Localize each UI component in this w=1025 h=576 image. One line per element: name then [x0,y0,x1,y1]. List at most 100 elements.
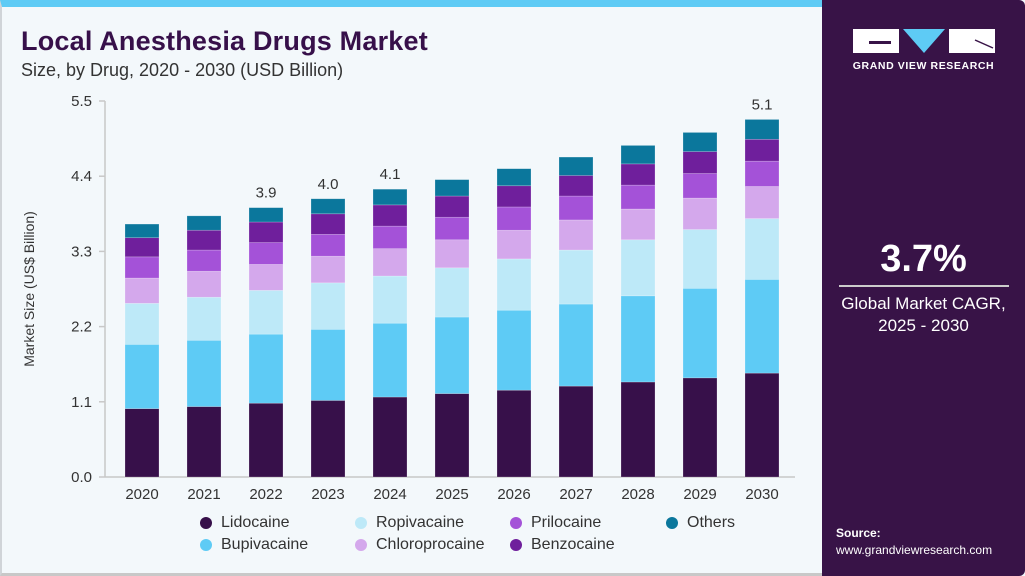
legend-label: Prilocaine [531,514,602,531]
x-tick-label: 2023 [311,486,344,503]
x-tick-label: 2030 [745,486,778,503]
bar-segment-others-2021 [186,215,222,231]
source-label: Source: [836,526,881,540]
data-label-2024: 4.1 [380,166,401,183]
x-tick-label: 2026 [497,486,530,503]
legend-item-benzocaine: Benzocaine [510,536,615,554]
data-label-2022: 3.9 [256,185,277,202]
info-sidebar [822,0,1025,576]
bar-segment-ropivacaine-2024 [372,275,408,324]
bar-segment-others-2022 [248,207,284,223]
legend-label: Bupivacaine [221,536,309,553]
bar-segment-lidocaine-2020 [124,408,160,478]
bar-segment-bupivacaine-2025 [434,316,470,394]
bar-segment-ropivacaine-2027 [558,249,594,305]
bar-segment-ropivacaine-2026 [496,258,532,311]
legend-item-bupivacaine: Bupivacaine [200,536,308,554]
bar-segment-bupivacaine-2021 [186,339,222,407]
bar-segment-benzocaine-2029 [682,151,718,174]
legend-swatch [510,539,522,551]
bar-segment-bupivacaine-2030 [744,279,780,374]
y-tick-label: 5.5 [71,93,92,110]
source-url[interactable]: www.grandviewresearch.com [836,543,993,557]
bar-segment-ropivacaine-2022 [248,290,284,335]
legend-swatch [510,517,522,529]
bar-segment-chloroprocaine-2024 [372,248,408,277]
legend-item-chloroprocaine: Chloroprocaine [355,536,485,554]
bar-segment-lidocaine-2028 [620,381,656,478]
x-tick-label: 2027 [559,486,592,503]
legend-label: Others [687,514,736,531]
x-tick-label: 2020 [125,486,158,503]
x-tick-label: 2022 [249,486,282,503]
bar-segment-lidocaine-2023 [310,400,346,478]
y-tick-label: 0.0 [71,469,92,486]
bar-segment-bupivacaine-2020 [124,344,160,409]
y-tick-label: 1.1 [71,394,92,411]
y-tick-label: 2.2 [71,319,92,336]
bar-segment-lidocaine-2029 [682,377,718,478]
bar-segment-benzocaine-2028 [620,163,656,186]
bar-segment-benzocaine-2024 [372,204,408,227]
legend-swatch [200,517,212,529]
bar-segment-ropivacaine-2028 [620,239,656,297]
bar-segment-ropivacaine-2020 [124,303,160,345]
bar-segment-prilocaine-2022 [248,242,284,265]
cagr-label-line2: 2025 - 2030 [878,316,969,335]
bar-segment-chloroprocaine-2021 [186,270,222,298]
legend-swatch [355,539,367,551]
bar-segment-bupivacaine-2026 [496,309,532,391]
cagr-label: Global Market CAGR, 2025 - 2030 [822,293,1025,337]
bar-segment-prilocaine-2028 [620,184,656,210]
bar-segment-chloroprocaine-2030 [744,186,780,219]
bar-segment-others-2029 [682,132,718,152]
bar-segment-others-2024 [372,188,408,206]
bar-segment-prilocaine-2029 [682,173,718,199]
data-label-2023: 4.0 [318,176,339,193]
cagr-label-line1: Global Market CAGR, [841,294,1006,313]
bar-segment-benzocaine-2021 [186,229,222,251]
stacked-bar-chart: 0.0 1.1 2.2 3.3 4.4 5.5 Market Size (US$ Billi… [21,93,795,503]
chart-title: Local Anesthesia Drugs Market [21,26,428,56]
x-tick-label: 2028 [621,486,654,503]
legend-item-prilocaine: Prilocaine [510,514,601,532]
bar-segment-prilocaine-2020 [124,256,160,279]
bar-segment-bupivacaine-2027 [558,303,594,387]
bar-segment-chloroprocaine-2028 [620,208,656,241]
bar-segment-chloroprocaine-2025 [434,239,470,269]
legend-item-ropivacaine: Ropivacaine [355,514,464,532]
bar-segment-prilocaine-2026 [496,206,532,231]
bar-segment-ropivacaine-2029 [682,229,718,289]
bar-segment-chloroprocaine-2026 [496,229,532,260]
x-tick-label: 2024 [373,486,406,503]
bar-segment-chloroprocaine-2022 [248,264,284,291]
bar-segment-others-2023 [310,198,346,215]
bar-segment-benzocaine-2030 [744,138,780,162]
bar-segment-lidocaine-2025 [434,393,470,478]
legend-label: Lidocaine [221,514,290,531]
data-label-2030: 5.1 [752,96,773,113]
bar-segment-ropivacaine-2023 [310,282,346,330]
bar-segment-bupivacaine-2029 [682,288,718,379]
bar-segment-lidocaine-2026 [496,389,532,478]
bar-segment-prilocaine-2027 [558,195,594,221]
bar-segment-ropivacaine-2021 [186,296,222,341]
bar-segment-benzocaine-2026 [496,185,532,208]
bar-segment-others-2028 [620,145,656,165]
y-tick-label: 3.3 [71,243,92,260]
bar-segment-chloroprocaine-2029 [682,197,718,230]
bar-segment-prilocaine-2025 [434,216,470,241]
legend-item-others: Others [666,514,735,532]
y-axis-label: Market Size (US$ Billion) [21,211,37,367]
bar-segment-prilocaine-2021 [186,249,222,272]
bar-segment-benzocaine-2020 [124,237,160,258]
bar-segment-lidocaine-2022 [248,402,284,478]
legend-label: Ropivacaine [376,514,465,531]
cagr-divider [839,285,1009,287]
bar-segment-chloroprocaine-2020 [124,277,160,304]
bar-segment-others-2027 [558,156,594,176]
legend-label: Chloroprocaine [376,536,485,553]
bar-segment-benzocaine-2027 [558,175,594,197]
bar-segment-lidocaine-2021 [186,406,222,478]
bar-segment-bupivacaine-2028 [620,295,656,383]
